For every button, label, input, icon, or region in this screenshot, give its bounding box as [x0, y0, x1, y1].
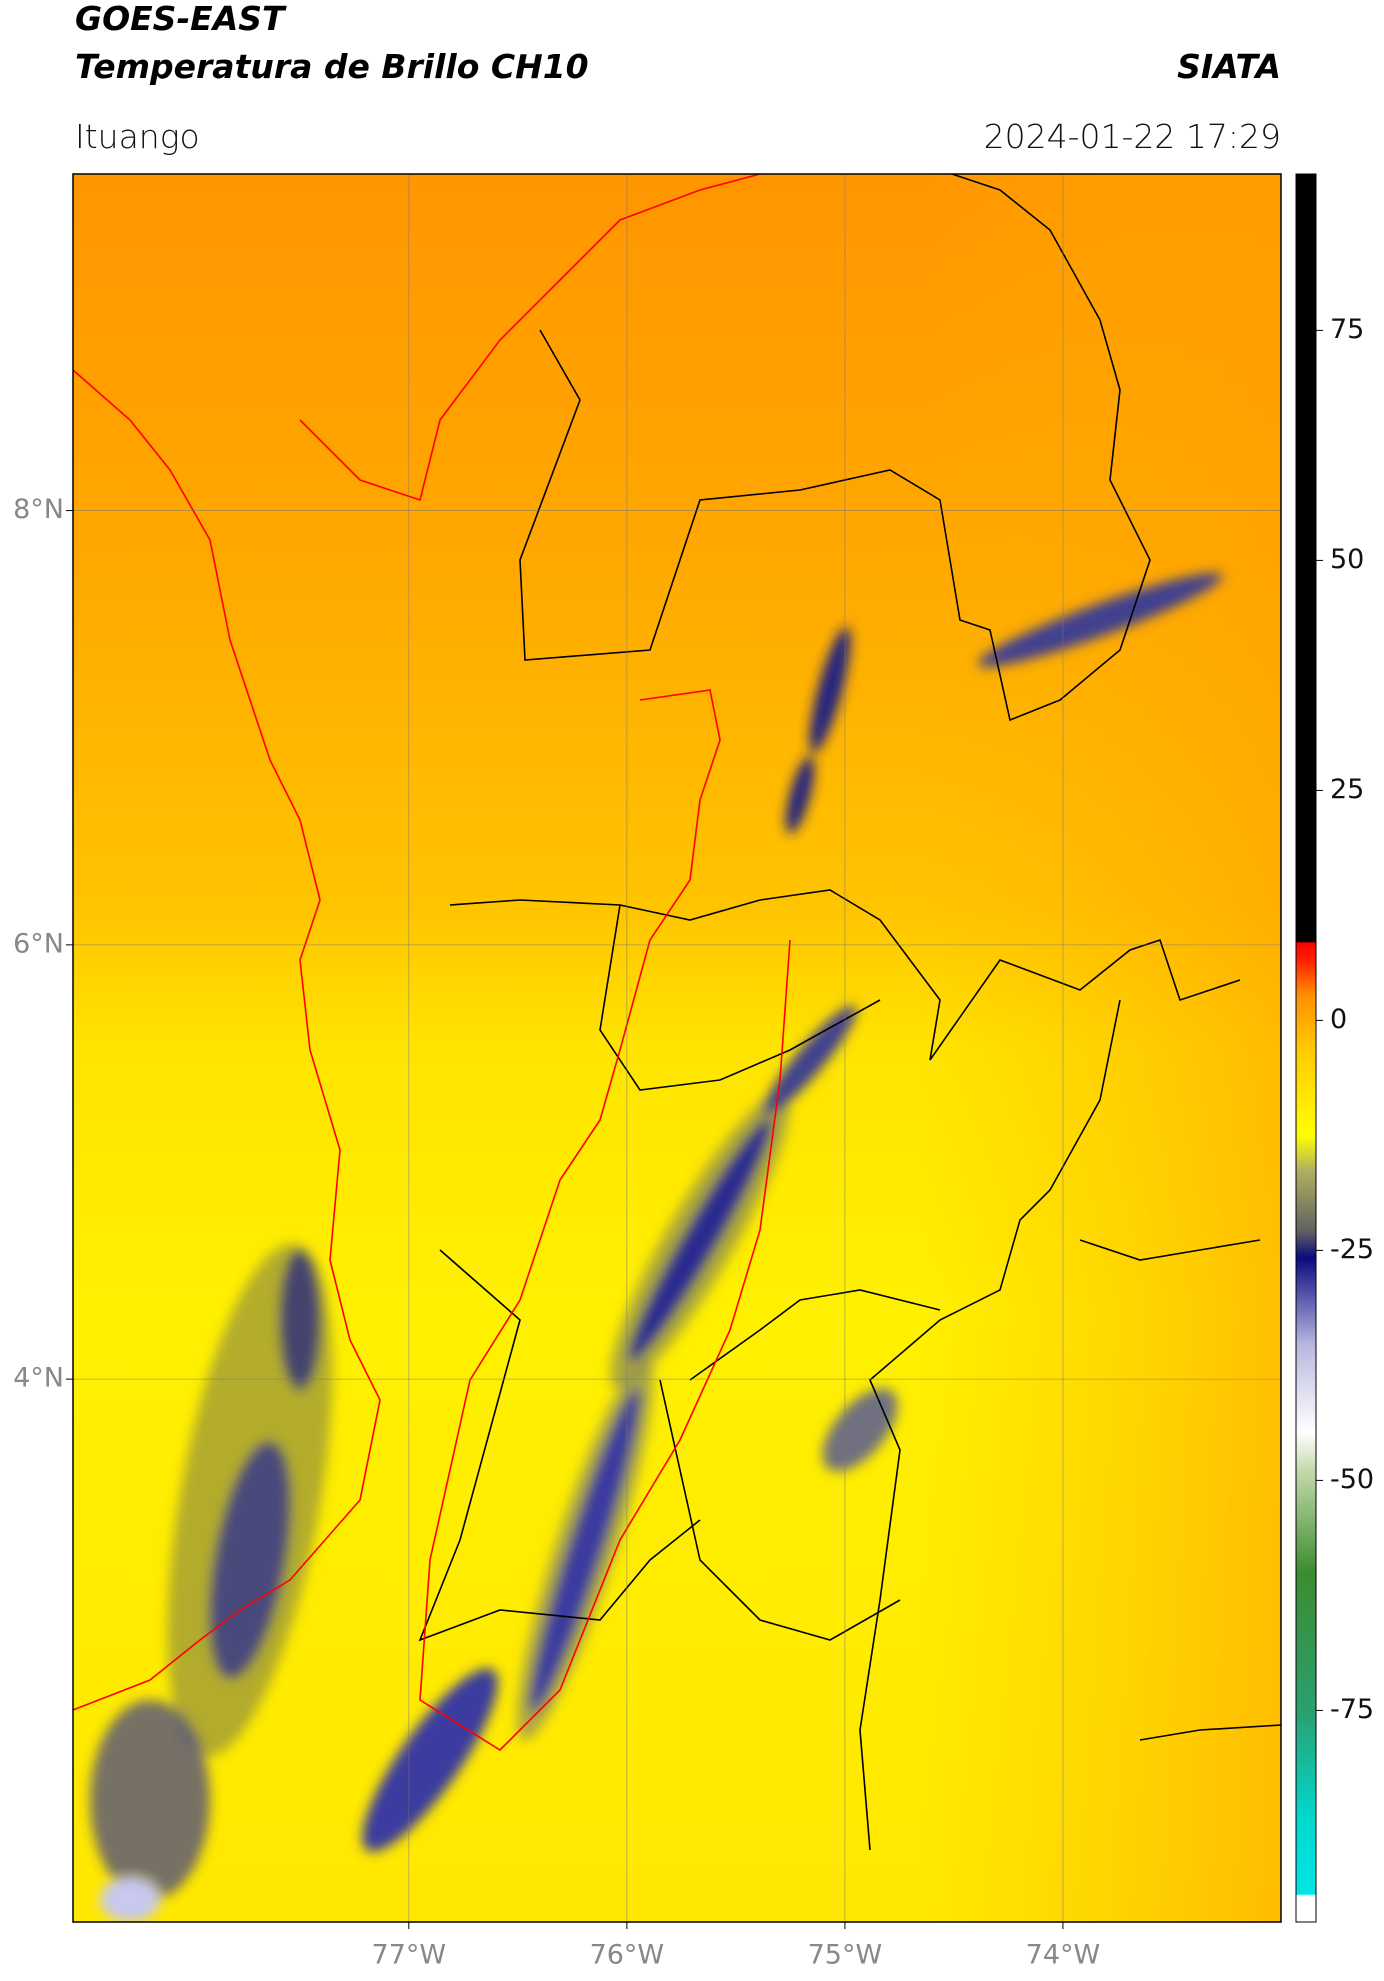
- colorbar: [1295, 173, 1317, 1923]
- y-tick-label: 4°N: [13, 1363, 64, 1394]
- colorbar-tick-label: 25: [1330, 774, 1364, 805]
- title: GOES-EAST: [75, 0, 287, 38]
- x-tick-label: 75°W: [808, 1940, 883, 1971]
- x-tick-label: 77°W: [372, 1940, 447, 1971]
- colorbar-tick-label: 0: [1330, 1004, 1347, 1035]
- admin-borders: [418, 174, 1281, 1851]
- colorbar-tick-label: -25: [1330, 1234, 1374, 1265]
- x-tick-label: 76°W: [590, 1940, 665, 1971]
- subtitle: Temperatura de Brillo CH10: [75, 47, 589, 86]
- colorbar-tick-label: 50: [1330, 544, 1364, 575]
- y-tick-label: 8°N: [13, 494, 64, 525]
- colorbar-tick-label: -50: [1330, 1464, 1374, 1495]
- location: Ituango: [75, 117, 200, 156]
- map-frame: [72, 173, 1282, 1923]
- coastline-and-basin: [73, 174, 791, 1752]
- map-area: [73, 174, 1281, 1922]
- colorbar-tick-label: -75: [1330, 1694, 1374, 1725]
- agency: SIATA: [1177, 47, 1281, 86]
- x-tick-label: 74°W: [1026, 1940, 1101, 1971]
- graticule: [66, 174, 1281, 1929]
- y-tick-label: 6°N: [13, 928, 64, 959]
- datetime: 2024-01-22 17:29: [984, 117, 1281, 156]
- cold-clouds: [90, 573, 1223, 1922]
- colorbar-tick-label: 75: [1330, 314, 1364, 345]
